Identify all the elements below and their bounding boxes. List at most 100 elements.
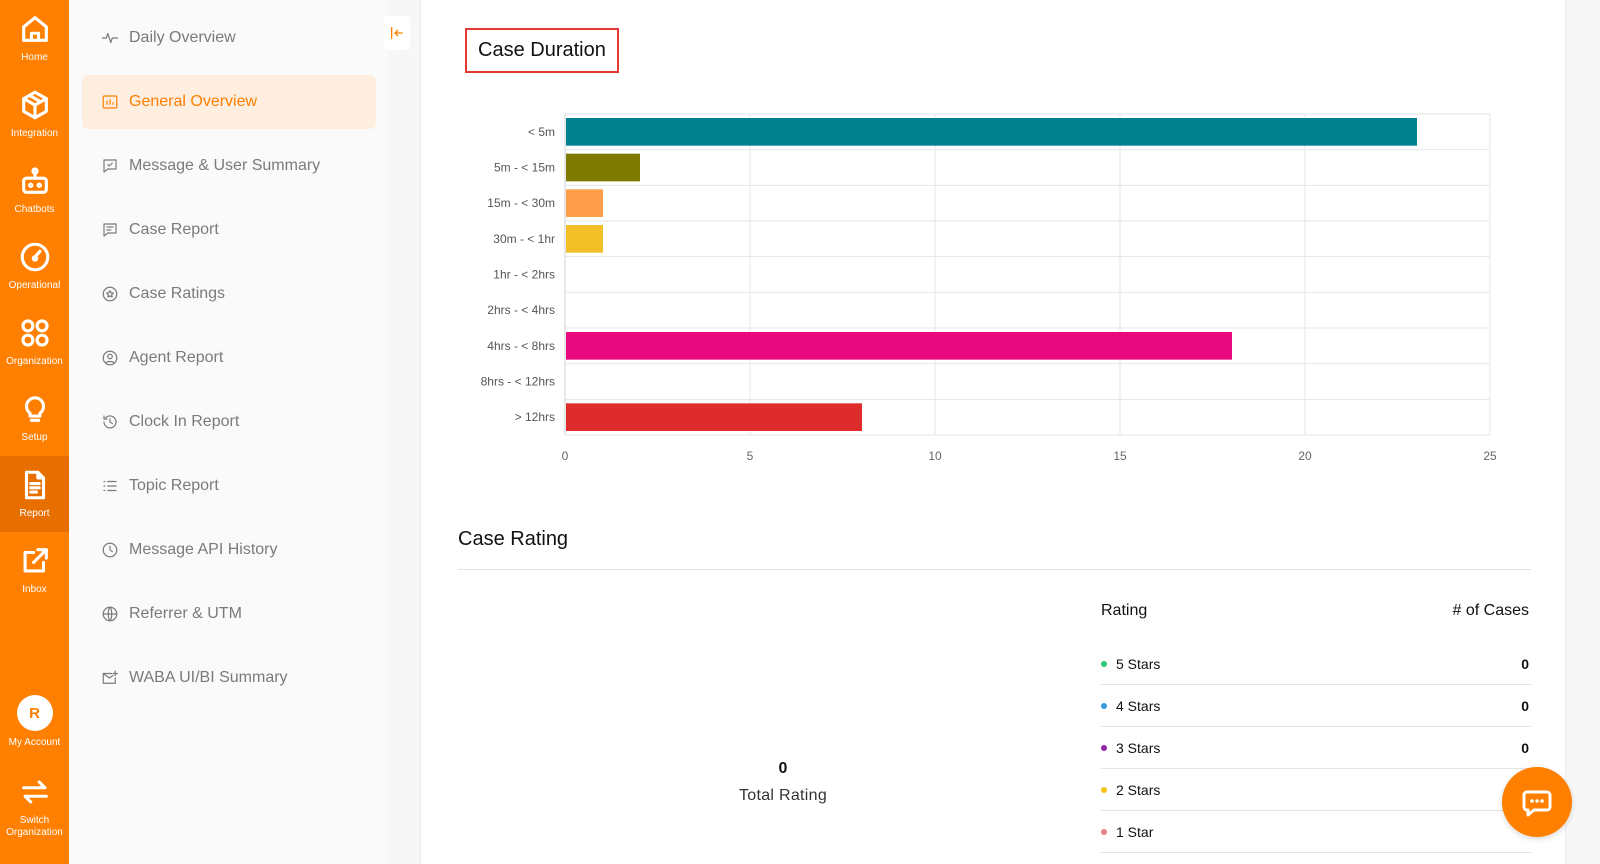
- chat-support-button[interactable]: [1502, 767, 1572, 837]
- rating-dot: [1101, 660, 1107, 667]
- document-icon: [24, 470, 45, 500]
- subnav-referrer-utm[interactable]: Referrer & UTM: [82, 587, 376, 641]
- globe-icon: [102, 606, 118, 622]
- nav-my-account-label: My Account: [8, 737, 61, 748]
- robot-icon: [21, 167, 48, 194]
- pulse-icon: [101, 32, 119, 44]
- y-category-label: > 12hrs: [515, 410, 555, 424]
- nav-switch-label: Switch Organization: [6, 815, 63, 839]
- nav-organization[interactable]: Organization: [0, 304, 69, 380]
- nav-integration-label: Integration: [10, 128, 59, 139]
- nav-report-label: Report: [19, 508, 50, 519]
- rating-row: 3 Stars 0: [1101, 727, 1531, 769]
- rating-column-header: Rating: [1101, 602, 1148, 619]
- rating-row: 4 Stars 0: [1101, 685, 1531, 727]
- main-sidebar: Home Integration Chatbots Operational Or…: [0, 0, 69, 864]
- subnav-daily-overview[interactable]: Daily Overview: [82, 11, 376, 65]
- subnav-referrer-utm-label: Referrer & UTM: [129, 605, 242, 622]
- rating-label: 3 Stars: [1116, 739, 1161, 756]
- subnav-waba-summary[interactable]: WABA UI/BI Summary: [82, 651, 376, 705]
- subnav-case-report[interactable]: Case Report: [82, 203, 376, 257]
- x-tick-label: 0: [562, 449, 569, 463]
- rating-label: 2 Stars: [1116, 781, 1161, 798]
- y-category-label: 15m - < 30m: [487, 196, 555, 210]
- nav-home[interactable]: Home: [0, 0, 69, 76]
- total-rating-label: Total Rating: [738, 787, 828, 804]
- external-link-icon: [23, 548, 48, 573]
- rating-count: 0: [1521, 697, 1529, 714]
- rating-row: 5 Stars 0: [1101, 643, 1531, 685]
- subnav-message-user-summary-label: Message & User Summary: [129, 157, 321, 174]
- rating-row: 1 Star: [1101, 811, 1531, 853]
- nav-chatbots[interactable]: Chatbots: [0, 152, 69, 228]
- subnav-topic-report-label: Topic Report: [129, 477, 219, 494]
- total-rating-value: 0: [778, 760, 788, 777]
- bar: [566, 118, 1417, 146]
- y-category-label: < 5m: [528, 125, 555, 139]
- switch-label-line2: Organization: [6, 827, 63, 838]
- nav-setup[interactable]: Setup: [0, 380, 69, 456]
- subnav-case-ratings-label: Case Ratings: [129, 285, 226, 302]
- x-tick-label: 5: [747, 449, 754, 463]
- grid-circles-icon: [20, 319, 49, 347]
- switch-arrows-icon: [21, 780, 48, 804]
- nav-my-account[interactable]: R My Account: [0, 684, 69, 760]
- switch-label-line1: Switch: [19, 815, 50, 826]
- bulb-icon: [24, 396, 45, 422]
- list-icon: [103, 480, 117, 492]
- subnav-general-overview-label: General Overview: [129, 93, 258, 110]
- main-content: Case Duration 0 5 10 15 20 25 < 5m 5m - < 15m 15…: [420, 0, 1566, 864]
- message-check-icon: [103, 159, 117, 173]
- nav-report[interactable]: Report: [0, 456, 69, 532]
- rating-count: 0: [1521, 655, 1529, 672]
- subnav-daily-overview-label: Daily Overview: [129, 29, 236, 46]
- case-duration-chart: 0 5 10 15 20 25 < 5m 5m - < 15m 15m - < 30m 30m -…: [481, 113, 1497, 463]
- home-icon: [21, 16, 48, 42]
- subnav-topic-report[interactable]: Topic Report: [82, 459, 376, 513]
- bar: [566, 332, 1232, 360]
- y-category-label: 2hrs - < 4hrs: [487, 303, 555, 317]
- nav-operational[interactable]: Operational: [0, 228, 69, 304]
- avatar: R: [16, 695, 53, 731]
- rating-label: 4 Stars: [1116, 697, 1161, 714]
- nav-chatbots-label: Chatbots: [14, 204, 55, 215]
- rating-label: 1 Star: [1116, 823, 1154, 840]
- bar: [566, 403, 862, 431]
- y-category-label: 4hrs - < 8hrs: [487, 339, 555, 353]
- subnav-message-user-summary[interactable]: Message & User Summary: [82, 139, 376, 193]
- subnav-message-api-history[interactable]: Message API History: [82, 523, 376, 577]
- x-tick-label: 15: [1113, 449, 1127, 463]
- rating-label: 5 Stars: [1116, 655, 1161, 672]
- cube-icon: [21, 90, 48, 120]
- rating-dot: [1101, 702, 1107, 709]
- nav-inbox[interactable]: Inbox: [0, 532, 69, 608]
- nav-switch-organization[interactable]: Switch Organization: [0, 762, 69, 852]
- subnav-agent-report-label: Agent Report: [129, 349, 224, 366]
- rating-dot: [1101, 786, 1107, 793]
- rating-dot: [1101, 744, 1107, 751]
- clock-icon: [102, 542, 118, 558]
- y-category-label: 1hr - < 2hrs: [493, 268, 555, 282]
- nav-inbox-label: Inbox: [22, 584, 47, 595]
- gauge-icon: [20, 242, 49, 272]
- subnav-clock-in-report[interactable]: Clock In Report: [82, 395, 376, 449]
- subnav-case-ratings[interactable]: Case Ratings: [82, 267, 376, 321]
- subnav-general-overview[interactable]: General Overview: [82, 75, 376, 129]
- mail-plus-icon: [102, 670, 119, 684]
- report-sidebar: Daily Overview General Overview Message …: [69, 0, 387, 864]
- x-tick-label: 25: [1483, 449, 1497, 463]
- subnav-waba-summary-label: WABA UI/BI Summary: [129, 669, 288, 686]
- bar: [566, 189, 603, 217]
- nav-organization-label: Organization: [6, 356, 63, 367]
- x-tick-label: 10: [928, 449, 942, 463]
- y-category-label: 30m - < 1hr: [493, 232, 555, 246]
- y-category-label: 8hrs - < 12hrs: [481, 375, 555, 389]
- rating-dot: [1101, 828, 1107, 835]
- rating-row: 2 Stars: [1101, 769, 1531, 811]
- collapse-sidebar-button[interactable]: [384, 16, 410, 50]
- bar: [566, 225, 603, 253]
- nav-integration[interactable]: Integration: [0, 76, 69, 152]
- nav-setup-label: Setup: [21, 432, 48, 443]
- star-circle-icon: [102, 286, 118, 302]
- subnav-agent-report[interactable]: Agent Report: [82, 331, 376, 385]
